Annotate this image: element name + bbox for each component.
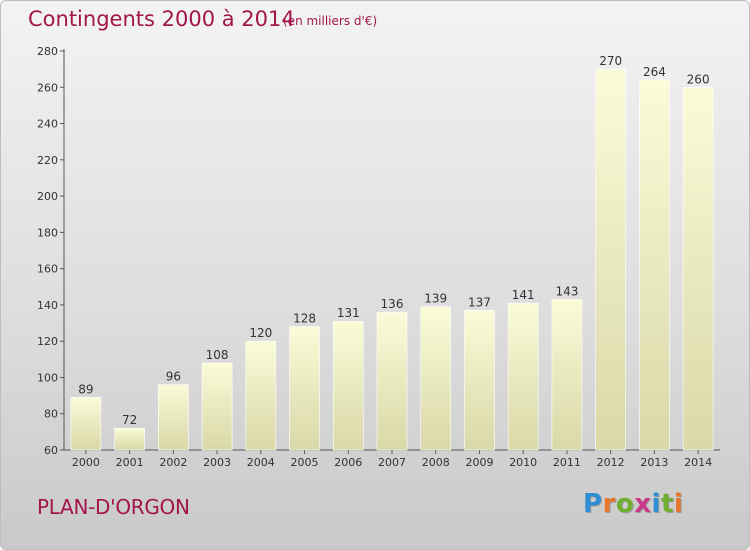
y-tick-label: 160 bbox=[37, 263, 58, 276]
chart-title: Contingents 2000 à 2014 bbox=[28, 7, 295, 31]
bar-value-label: 89 bbox=[78, 382, 93, 396]
logo-letter: i bbox=[673, 489, 684, 519]
bars-layer bbox=[70, 68, 714, 451]
bar-value-label: 108 bbox=[206, 348, 229, 362]
bar bbox=[639, 79, 670, 451]
bar-value-label: 139 bbox=[424, 292, 447, 306]
x-tick-label: 2010 bbox=[509, 456, 537, 469]
bar-value-label: 72 bbox=[122, 413, 137, 427]
bar-value-label: 96 bbox=[166, 370, 181, 384]
y-tick-label: 140 bbox=[37, 299, 58, 312]
proxiti-logo[interactable]: Proxiti bbox=[583, 489, 683, 519]
x-tick-label: 2008 bbox=[422, 456, 450, 469]
bar bbox=[70, 397, 102, 451]
bar-value-label: 128 bbox=[293, 312, 316, 326]
bar-value-label: 131 bbox=[337, 306, 360, 320]
x-tick-label: 2011 bbox=[553, 456, 581, 469]
commune-name: PLAN-D'ORGON bbox=[37, 495, 190, 519]
bar bbox=[332, 320, 364, 451]
y-tick-label: 200 bbox=[37, 190, 58, 203]
logo-letter: i bbox=[651, 489, 661, 519]
bar bbox=[507, 302, 539, 451]
bar-value-label: 270 bbox=[599, 54, 622, 68]
x-tick-label: 2001 bbox=[116, 456, 144, 469]
x-tick-label: 2003 bbox=[203, 456, 231, 469]
x-tick-label: 2002 bbox=[159, 456, 187, 469]
x-tick-label: 2007 bbox=[378, 456, 406, 469]
y-tick-label: 220 bbox=[37, 154, 58, 167]
bar bbox=[245, 340, 277, 451]
bar bbox=[464, 310, 495, 451]
logo-letter: r bbox=[602, 489, 616, 519]
y-tick-label: 180 bbox=[37, 226, 58, 239]
x-tick-label: 2009 bbox=[465, 456, 493, 469]
bar bbox=[158, 384, 189, 451]
bar bbox=[201, 362, 233, 451]
bar-value-label: 143 bbox=[555, 284, 578, 298]
bar bbox=[114, 427, 145, 451]
bar-value-label: 136 bbox=[381, 297, 404, 311]
bar bbox=[289, 326, 320, 451]
chart-subtitle: (en milliers d'€) bbox=[283, 14, 378, 28]
bar-value-label: 264 bbox=[643, 65, 666, 79]
bar bbox=[595, 68, 626, 451]
y-tick-label: 260 bbox=[37, 81, 58, 94]
y-tick-label: 120 bbox=[37, 335, 58, 348]
x-tick-label: 2012 bbox=[597, 456, 625, 469]
bar bbox=[682, 86, 714, 451]
y-tick-label: 60 bbox=[44, 444, 58, 457]
bar-value-label: 120 bbox=[249, 326, 272, 340]
y-tick-label: 240 bbox=[37, 118, 58, 131]
x-tick-label: 2004 bbox=[247, 456, 275, 469]
x-tick-label: 2013 bbox=[640, 456, 668, 469]
bar bbox=[376, 311, 408, 451]
x-tick-label: 2014 bbox=[684, 456, 712, 469]
labels-layer: 89 2000 72 2001 96 2002 108 2003 120 2004 128 2005 1… bbox=[72, 54, 712, 469]
y-tick-label: 100 bbox=[37, 371, 58, 384]
x-tick-label: 2005 bbox=[291, 456, 319, 469]
x-tick-label: 2000 bbox=[72, 456, 100, 469]
bar bbox=[551, 299, 583, 451]
bar-value-label: 137 bbox=[468, 295, 491, 309]
y-tick-label: 80 bbox=[44, 408, 58, 421]
logo-letter: P bbox=[583, 489, 603, 519]
y-tick-label: 280 bbox=[37, 45, 58, 58]
logo-letter: o bbox=[615, 489, 635, 519]
bar-value-label: 141 bbox=[512, 288, 535, 302]
logo-letter: t bbox=[660, 489, 674, 519]
axis-layer: 60 80 100 120 140 160 180 200 220 240 260 280 bbox=[37, 45, 720, 457]
bar bbox=[420, 306, 452, 451]
bar-value-label: 260 bbox=[687, 72, 710, 86]
x-tick-label: 2006 bbox=[334, 456, 362, 469]
logo-letter: x bbox=[634, 489, 652, 519]
